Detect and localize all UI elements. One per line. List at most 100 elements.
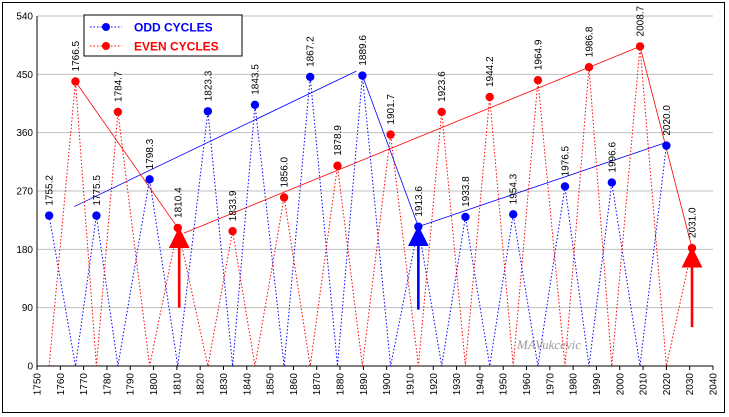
x-tick-label: 1880: [336, 373, 347, 396]
cycle-point: [113, 107, 123, 117]
x-tick-label: 1770: [79, 373, 90, 396]
chart-frame: [2, 2, 725, 413]
y-tick-label: 360: [16, 128, 33, 139]
cycle-label: 1766.5: [71, 40, 82, 71]
x-tick-label: 1930: [452, 373, 463, 396]
axes: [36, 16, 714, 370]
cycle-point: [635, 42, 645, 51]
y-tick-label: 270: [16, 187, 33, 198]
cycle-point: [687, 243, 697, 253]
x-tick-label: 1960: [522, 373, 533, 396]
cycle-point: [358, 71, 367, 80]
x-tick-label: 1760: [56, 373, 67, 396]
cycle-point: [533, 75, 543, 85]
x-tick-label: 1990: [592, 373, 603, 396]
cycle-point: [509, 210, 518, 219]
x-tick-label: 1780: [102, 373, 113, 396]
x-tick-label: 2000: [615, 373, 626, 396]
x-tick-label: 1890: [359, 373, 370, 396]
x-tick-label: 1830: [219, 373, 230, 396]
cycle-point: [173, 223, 182, 233]
cycle-point: [560, 182, 570, 191]
cycle-label: 1901.7: [386, 94, 397, 125]
trend-line-0: [74, 70, 357, 207]
x-tick-label: 1870: [312, 373, 323, 396]
trend-line-4: [183, 46, 641, 234]
gridlines: [37, 15, 713, 309]
x-tick-label: 1750: [33, 373, 44, 396]
cycle-point: [333, 161, 342, 170]
cycle-labels: 1755.2 1775.5 1798.3 1823.3 1843.5 1867.2 1889…: [45, 5, 699, 238]
x-tick-label: 1910: [405, 373, 416, 396]
cycle-point: [250, 100, 260, 109]
x-tick-label: 1840: [242, 373, 253, 396]
cycle-label: 1986.8: [584, 26, 595, 57]
cycle-label: 1878.9: [333, 125, 344, 156]
y-tick-label: 90: [22, 303, 34, 314]
trend-lines: [74, 46, 693, 249]
x-tick-label: 1860: [289, 373, 300, 396]
cycle-label: 1810.4: [173, 187, 184, 218]
x-tick-label: 1850: [266, 373, 277, 396]
cycle-point: [305, 72, 315, 82]
legend-box: [83, 14, 243, 57]
trend-line-2: [418, 142, 667, 228]
x-tick-label: 1950: [499, 373, 510, 396]
y-tick-label: 0: [27, 362, 33, 373]
cycle-point: [228, 226, 237, 236]
trend-line-3: [75, 81, 179, 229]
x-tick-label: 2030: [685, 373, 696, 396]
cycle-label: 1867.2: [306, 36, 317, 67]
x-tick-label: 1970: [545, 373, 556, 396]
cycle-point: [607, 178, 617, 187]
y-tick-label: 180: [16, 245, 33, 256]
y-tick-label: 540: [16, 12, 33, 23]
cycle-label: 1976.5: [560, 145, 571, 176]
x-tick-label: 1800: [149, 373, 160, 396]
x-tick-label: 1940: [475, 373, 486, 396]
zigzag-odd: [48, 75, 667, 367]
legend: ODD CYCLES EVEN CYCLES: [83, 14, 243, 57]
cycle-label: 1996.6: [607, 142, 618, 173]
cycle-label: 1923.6: [437, 71, 448, 102]
cycle-label: 1833.9: [228, 190, 239, 221]
cycle-label: 1954.3: [509, 173, 520, 204]
cycle-label: 1933.8: [461, 176, 472, 207]
cycle-label: 2031.0: [688, 207, 699, 238]
legend-label: EVEN CYCLES: [134, 40, 219, 54]
zigzag-even: [48, 46, 693, 367]
watermark: MAVukcevic: [516, 337, 581, 352]
cycle-label: 1856.0: [280, 156, 291, 187]
cycle-label: 1889.6: [358, 35, 369, 66]
cycle-label: 2008.7: [636, 5, 647, 36]
cycle-point: [92, 211, 101, 220]
cycle-label: 1944.2: [485, 56, 496, 87]
cycle-label: 1775.5: [92, 175, 103, 206]
y-tick-label: 450: [16, 70, 33, 81]
x-tick-label: 1900: [382, 373, 393, 396]
x-tick-label: 1920: [429, 373, 440, 396]
legend-swatch-dot: [102, 23, 110, 31]
cycle-point: [71, 77, 80, 86]
cycle-point: [44, 211, 54, 220]
cycle-label: 1784.7: [113, 71, 124, 102]
cycle-point: [386, 130, 395, 139]
x-tick-label: 1980: [569, 373, 580, 396]
cycle-point: [203, 107, 213, 116]
x-tick-label: 2020: [662, 373, 673, 396]
cycle-label: 1843.5: [250, 64, 261, 95]
cycle-point: [485, 92, 494, 102]
arrows: [168, 225, 703, 328]
cycle-markers: [44, 42, 697, 253]
x-tick-label: 2010: [639, 373, 650, 396]
cycle-label: 2020.0: [662, 105, 673, 136]
cycle-label: 1823.3: [203, 70, 214, 101]
x-tick-label: 1790: [126, 373, 137, 396]
x-tick-label: 1810: [172, 373, 183, 396]
cycle-point: [145, 175, 154, 184]
cycle-label: 1798.3: [145, 138, 156, 169]
x-tick-label: 2040: [709, 373, 720, 396]
cycle-point: [584, 63, 594, 72]
y-tick-labels: 0 90 180 270 360 450 540: [16, 12, 33, 373]
